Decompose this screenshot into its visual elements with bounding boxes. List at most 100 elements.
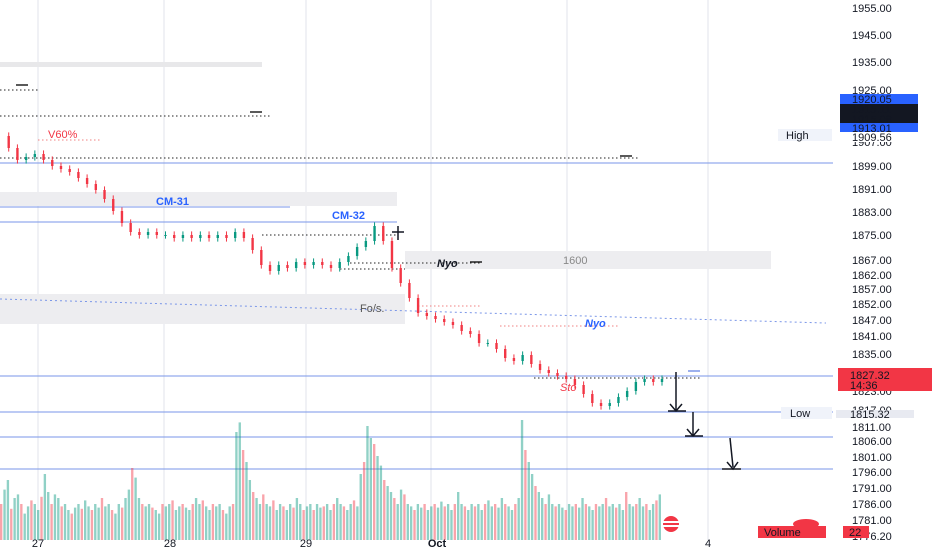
volume-bar <box>463 506 467 540</box>
volume-bar <box>299 504 302 540</box>
low-value: 1815.32 <box>850 409 890 421</box>
volume-bar <box>258 504 262 540</box>
candle-body <box>207 235 211 238</box>
volume-bar <box>97 507 100 540</box>
candle-body <box>59 166 63 169</box>
volume-bar <box>107 504 110 540</box>
volume-bar <box>40 496 43 540</box>
volume-bar <box>144 506 147 540</box>
volume-bar <box>366 426 369 540</box>
volume-bar <box>396 504 399 540</box>
volume-bar <box>151 507 154 540</box>
volume-bar <box>241 450 245 540</box>
candle-body <box>486 343 489 344</box>
candle-body <box>233 232 237 238</box>
candle-body <box>190 235 193 238</box>
price-tick-label: 1899.00 <box>852 161 892 173</box>
candle-body <box>173 235 176 238</box>
candle-body <box>634 382 638 391</box>
volume-bar <box>302 510 305 540</box>
price-tick-label: 1935.00 <box>852 57 892 69</box>
volume-bar <box>584 504 588 540</box>
volume-bar <box>621 510 625 540</box>
candle-body <box>460 325 463 331</box>
volume-bar <box>356 506 359 540</box>
time-tick-label: 28 <box>164 538 176 550</box>
volume-bar <box>440 501 443 540</box>
volume-bar <box>228 506 231 540</box>
candle-body <box>164 235 167 236</box>
volume-bar <box>268 506 272 540</box>
volume-bar <box>131 468 134 540</box>
volume-bar <box>510 510 514 540</box>
volume-bar <box>534 486 537 540</box>
volume-bar <box>201 500 204 540</box>
volume-bar <box>255 498 258 540</box>
volume-bar <box>329 510 332 540</box>
volume-bar <box>168 504 171 540</box>
volume-bar <box>94 504 97 540</box>
volume-value: 22 <box>849 527 861 539</box>
candle-body <box>312 262 315 265</box>
volume-bar <box>369 438 373 540</box>
volume-bar <box>238 422 241 540</box>
volume-bar <box>362 462 366 540</box>
time-tick-label: Oct <box>428 538 447 550</box>
volume-badge <box>758 526 826 538</box>
candle-body <box>68 169 71 172</box>
candle-body <box>399 268 402 283</box>
low-label-box <box>781 407 832 419</box>
time-tick-label: 4 <box>705 538 711 550</box>
candle-body <box>582 385 585 394</box>
volume-bar <box>312 510 315 540</box>
volume-bar <box>359 474 362 540</box>
candle-body <box>103 190 106 199</box>
last-price-countdown: 14:36 <box>850 380 878 392</box>
volume-bar <box>63 504 67 540</box>
price-tick-label: 1945.00 <box>852 30 892 42</box>
candle-body <box>591 394 594 403</box>
annotation-1600: 1600 <box>563 255 587 267</box>
price-badge-bg <box>840 114 918 124</box>
volume-bar <box>406 504 409 540</box>
time-axis[interactable]: 27 28 29 Oct 4 <box>32 538 711 550</box>
candle-body <box>225 235 228 238</box>
candle-body <box>643 379 646 382</box>
volume-bar <box>141 504 144 540</box>
volume-bar <box>598 506 601 540</box>
candle-body <box>216 235 219 238</box>
volume-bar <box>436 507 440 540</box>
candle-body <box>181 235 185 238</box>
volume-bar <box>413 510 416 540</box>
volume-indicator[interactable]: Volume 22 <box>758 519 869 539</box>
volume-bar <box>332 504 336 540</box>
volume-bar <box>524 450 527 540</box>
volume-bar <box>423 504 426 540</box>
candle-body <box>608 403 611 406</box>
volume-bar <box>70 513 73 540</box>
volume-bar <box>403 494 406 540</box>
candle-body <box>329 265 333 268</box>
price-badge-bg <box>840 94 918 104</box>
volume-bar <box>50 504 53 540</box>
volume-bar <box>211 504 215 540</box>
volume-bar <box>487 500 490 540</box>
volume-bar <box>577 507 581 540</box>
volume-bars <box>0 420 661 540</box>
volume-bar <box>574 504 577 540</box>
flag-icon <box>661 516 681 532</box>
volume-bar <box>124 498 127 540</box>
volume-bar <box>154 510 157 540</box>
level-lines <box>0 162 833 470</box>
volume-bar <box>134 477 137 540</box>
candle-body <box>85 178 89 184</box>
candle-body <box>120 211 124 223</box>
volume-bar <box>346 510 349 540</box>
volume-bar <box>457 492 460 540</box>
last-price-badge <box>838 368 932 391</box>
volume-bar <box>252 492 255 540</box>
volume-bar <box>473 506 477 540</box>
price-axis[interactable]: 1955.001945.001935.001925.001907.001899.… <box>852 3 892 543</box>
price-tick-label: 1806.00 <box>852 436 892 448</box>
